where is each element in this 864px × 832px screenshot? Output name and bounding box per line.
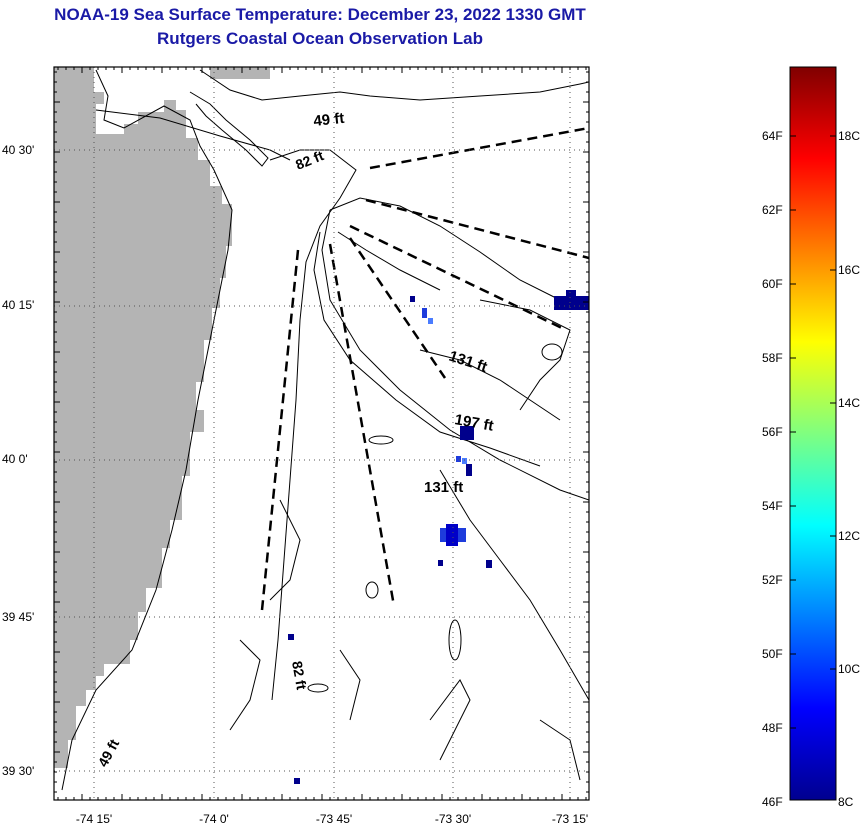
canyon-contour-outer — [321, 197, 589, 501]
colorbar-label-58f: 58F — [762, 351, 783, 365]
depth-label-49ft-north: 49 ft — [313, 110, 345, 130]
land-long-island-tip — [210, 67, 270, 79]
lon-label-73-15: -73 15' — [551, 812, 589, 826]
lat-label-39-30: 39 30' — [2, 764, 35, 778]
depth-label-49ft-south: 49 ft — [95, 736, 123, 769]
shoal — [368, 435, 394, 445]
lat-lon-grid — [54, 67, 589, 800]
map-title: NOAA-19 Sea Surface Temperature: Decembe… — [54, 5, 586, 24]
depth-label-131ft-south: 131 ft — [424, 479, 463, 496]
colorbar-label-54f: 54F — [762, 499, 783, 513]
colorbar-label-52f: 52F — [762, 573, 783, 587]
sandy-hook-outline — [189, 91, 269, 167]
colorbar-label-16c: 16C — [838, 263, 861, 277]
depth-label-82ft-south: 82 ft — [289, 660, 310, 691]
colorbar-label-50f: 50F — [762, 647, 783, 661]
colorbar — [789, 66, 837, 801]
lat-label-40-0: 40 0' — [2, 452, 28, 466]
colorbar-label-60f: 60F — [762, 277, 783, 291]
colorbar-label-18c: 18C — [838, 129, 861, 143]
depth-contour-82ft — [269, 149, 357, 701]
shoal — [541, 343, 563, 361]
colorbar-label-48f: 48F — [762, 721, 783, 735]
shoal — [307, 683, 329, 693]
coastline — [61, 69, 233, 791]
lon-label-73-45: -73 45' — [315, 812, 353, 826]
shoal — [229, 499, 581, 781]
colorbar-label-10c: 10C — [838, 662, 861, 676]
colorbar-label-56f: 56F — [762, 425, 783, 439]
lon-label-73-30: -73 30' — [434, 812, 472, 826]
canyon-contour-inner — [313, 231, 541, 467]
land-new-jersey — [54, 67, 232, 768]
contour-131ft — [419, 299, 589, 701]
colorbar-ticks — [790, 135, 836, 729]
sst-pixels — [288, 290, 589, 784]
colorbar-label-46f: 46F — [762, 795, 783, 809]
depth-label-131ft-canyon: 131 ft — [447, 348, 490, 376]
lat-label-40-30: 40 30' — [2, 143, 35, 157]
lat-label-40-15: 40 15' — [2, 298, 35, 312]
colorbar-label-8c: 8C — [838, 795, 854, 809]
shoal — [365, 581, 379, 599]
depth-contour-49ft — [95, 69, 589, 161]
lat-label-39-45: 39 45' — [2, 610, 35, 624]
colorbar-label-64f: 64F — [762, 129, 783, 143]
lon-label-74-0: -74 0' — [199, 812, 229, 826]
shipping-lanes — [260, 126, 589, 611]
colorbar-label-14c: 14C — [838, 396, 861, 410]
lon-label-74-15: -74 15' — [75, 812, 113, 826]
colorbar-label-12c: 12C — [838, 529, 861, 543]
colorbar-label-62f: 62F — [762, 203, 783, 217]
depth-label-197ft: 197 ft — [453, 411, 495, 435]
shoal — [448, 619, 462, 661]
map-frame-ticks — [54, 67, 589, 800]
map-subtitle: Rutgers Coastal Ocean Observation Lab — [157, 29, 483, 48]
